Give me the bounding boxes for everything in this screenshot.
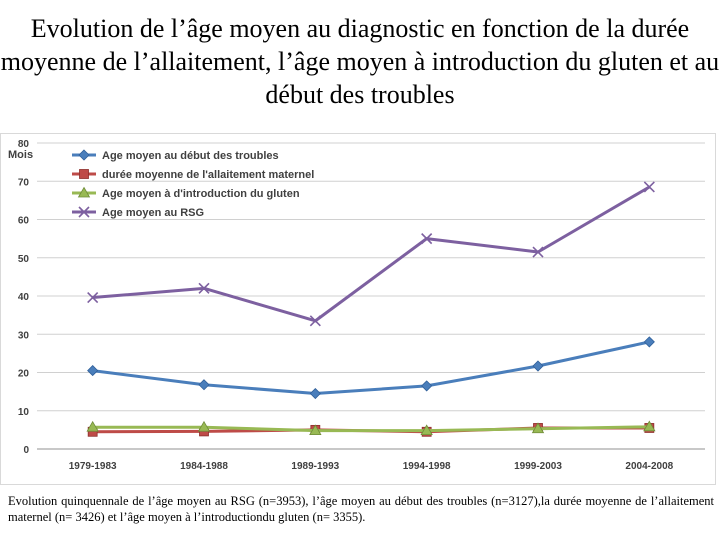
data-point: [309, 387, 321, 400]
data-point: [531, 422, 545, 434]
y-tick-label: 60: [18, 216, 30, 227]
data-point: [86, 420, 99, 432]
data-point: [421, 380, 433, 392]
data-point: [532, 360, 544, 372]
y-tick-label: 10: [18, 407, 30, 418]
legend-marker: [78, 206, 90, 218]
figure-caption: Evolution quinquennale de l’âge moyen au…: [8, 494, 714, 524]
x-tick-label: 1999-2003: [514, 461, 562, 472]
data-point: [643, 336, 655, 348]
data-point: [197, 420, 211, 432]
x-tick-label: 1989-1993: [291, 461, 339, 472]
data-point: [198, 282, 210, 294]
y-tick-label: 70: [18, 177, 30, 188]
series-line-3: [92, 185, 651, 323]
legend-label: Age moyen au début des troubles: [102, 150, 279, 162]
data-point: [421, 233, 433, 245]
legend-label: Age moyen au RSG: [102, 207, 204, 219]
series-line-0: [92, 340, 650, 396]
data-point: [309, 424, 322, 436]
y-tick-label: 80: [18, 139, 30, 150]
y-tick-label: 30: [18, 330, 30, 341]
y-tick-label: 0: [23, 445, 29, 456]
y-tick-label: 40: [18, 292, 30, 303]
x-tick-label: 1979-1983: [69, 461, 117, 472]
x-tick-label: 1994-1998: [403, 461, 451, 472]
y-tick-label: 50: [18, 254, 30, 265]
x-tick-label: 1984-1988: [180, 461, 228, 472]
legend-label: Age moyen à d'introduction du gluten: [102, 188, 300, 200]
legend-marker: [78, 149, 90, 161]
legend-label: durée moyenne de l'allaitement maternel: [102, 169, 314, 181]
data-point: [532, 246, 544, 258]
data-point: [643, 181, 655, 193]
data-point: [87, 365, 99, 377]
legend-marker: [79, 169, 89, 179]
data-point: [420, 424, 433, 436]
y-axis-label: Mois: [8, 149, 33, 161]
page-title: Evolution de l’âge moyen au diagnostic e…: [0, 14, 720, 109]
y-tick-label: 20: [18, 369, 30, 380]
data-point: [87, 291, 99, 304]
data-point: [198, 379, 210, 391]
x-tick-label: 2004-2008: [625, 461, 673, 472]
series-line-2: [92, 425, 650, 433]
data-point: [309, 315, 321, 327]
legend-marker: [77, 186, 91, 198]
data-point: [643, 420, 656, 432]
